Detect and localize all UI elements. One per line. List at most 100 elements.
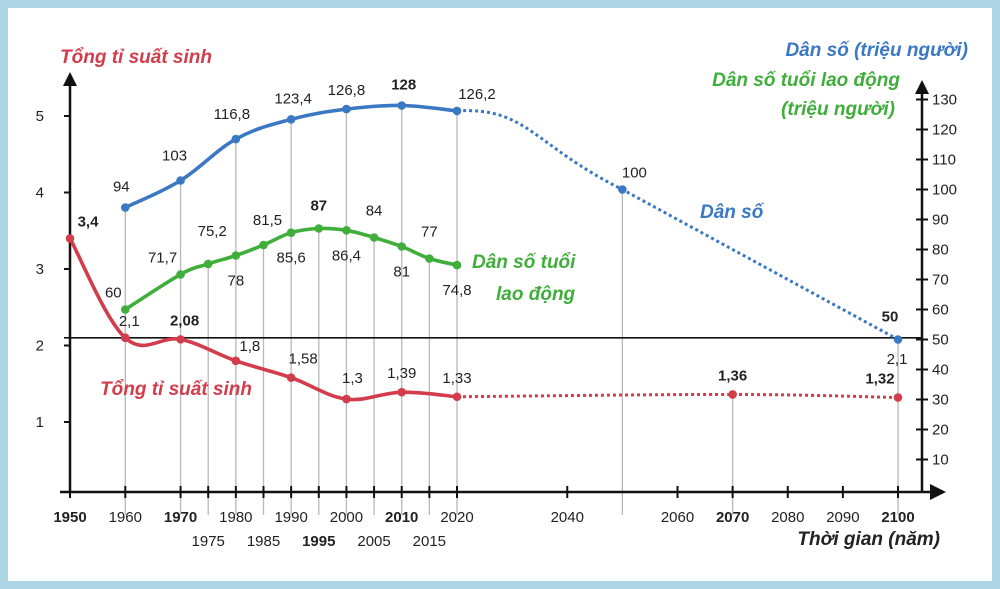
x-tick-label-1985: 1985 [247,533,280,550]
right-tick-label-20: 20 [932,422,949,439]
labor-point-2020 [452,260,462,270]
right-tick-label-80: 80 [932,242,949,259]
right-y-axis-arrow [915,80,929,94]
fertility-inline-label: Tổng tỉ suất sinh [100,379,252,400]
left-axis-title: Tổng tỉ suất sinh [60,47,212,68]
right-tick-label-120: 120 [932,122,957,139]
population-point-1990 [286,115,296,124]
x-tick-label-2000: 2000 [330,509,363,526]
right-tick-label-110: 110 [932,152,956,169]
labor-point-1990 [286,228,296,237]
left-y-axis-arrow [63,72,77,86]
x-tick-label-2100: 2100 [881,509,914,526]
labor-point-1980 [231,251,241,260]
labor-label-2010: 81 [393,264,410,281]
labor-label-2015: 77 [421,224,438,241]
right-tick-label-10: 10 [932,452,949,469]
fertility-point-1980 [231,356,241,366]
population-point-1960 [120,203,130,212]
right-tick-label-70: 70 [932,272,949,289]
fertility-label-1950: 3,4 [78,213,100,230]
population-inline-label: Dân số [700,202,765,223]
labor-point-2010 [397,242,407,251]
population-label-1980: 116,8 [214,106,250,123]
x-axis-arrow [930,484,946,500]
fertility-projection-line [456,392,899,400]
left-tick-label-4: 4 [36,185,44,202]
population-point-2050 [618,185,627,194]
right-axis-title-labor-line2: (triệu người) [781,99,895,120]
x-tick-label-1980: 1980 [219,509,252,526]
labor-label-1990: 85,6 [277,250,306,267]
population-label-1990: 123,4 [274,90,312,107]
population-label-1960: 94 [113,179,130,196]
right-tick-label-130: 130 [932,92,957,109]
fertility-point-2020 [452,392,462,402]
population-label-1970: 103 [162,148,187,165]
labor-point-1985 [259,240,268,250]
fertility-point-1990 [286,373,296,382]
fertility-label-1960: 2,1 [119,313,140,330]
labor-label-1960: 60 [105,285,122,302]
fertility-point-2100 [893,393,903,402]
population-projection-line [456,109,899,341]
right-axis-title-population: Dân số (triệu người) [785,40,968,61]
fertility-point-2000 [342,394,351,404]
fertility-point-1950 [65,234,75,243]
labor-point-1995 [314,224,324,233]
x-tick-label-2015: 2015 [413,533,446,550]
population-point-2020 [452,106,462,116]
left-tick-label-3: 3 [36,261,44,278]
labor-inline-label-line1: Dân số tuổi [472,252,576,273]
fertility-label-2010: 1,39 [387,365,416,382]
labor-point-2000 [342,226,351,235]
population-point-2000 [342,104,351,114]
labor-label-2005: 84 [366,203,383,220]
right-tick-label-90: 90 [932,212,949,229]
population-point-1980 [231,134,241,144]
left-tick-label-2: 2 [36,338,44,355]
right-tick-label-100: 100 [932,182,957,199]
population-label-2010: 128 [391,77,416,94]
labor-label-2020: 74,8 [442,282,471,299]
x-tick-label-1975: 1975 [192,533,225,550]
labor-label-2000: 86,4 [332,247,361,264]
fertility-label-1980: 1,8 [239,338,260,355]
x-tick-label-2060: 2060 [661,509,694,526]
fertility-label-2020: 1,33 [442,370,471,387]
labor-point-2005 [369,233,379,242]
labor-point-1960 [120,305,130,314]
fertility-point-1970 [176,335,185,344]
x-axis-title: Thời gian (năm) [797,529,940,550]
x-tick-label-2040: 2040 [551,509,584,526]
population-label-2000: 126,8 [328,82,366,99]
labor-label-1995: 87 [310,198,327,215]
fertility-point-1960 [120,333,130,343]
population-point-2100 [893,335,903,344]
population-point-1970 [176,176,185,185]
x-tick-label-1960: 1960 [109,509,142,526]
population-label-2100: 50 [882,309,899,326]
labor-label-1980: 78 [228,273,245,290]
x-tick-label-1995: 1995 [302,533,335,550]
right-tick-label-40: 40 [932,362,949,379]
labor-label-1970: 71,7 [148,249,177,266]
fertility-label-1990: 1,58 [289,351,318,368]
x-tick-label-2080: 2080 [771,509,804,526]
labor-label-1985: 81,5 [253,212,282,229]
fertility-point-2010 [397,387,407,397]
fertility-label-1970: 2,08 [170,312,199,329]
x-tick-label-2070: 2070 [716,509,749,526]
population-point-2010 [397,101,407,110]
x-tick-label-1950: 1950 [53,509,86,526]
population-label-2050: 100 [622,165,647,182]
x-tick-label-2020: 2020 [440,509,473,526]
reference-line-label: 2,1 [887,351,908,368]
x-tick-label-2010: 2010 [385,509,418,526]
fertility-label-2000: 1,3 [342,370,363,387]
labor-point-2015 [425,254,434,263]
population-label-2020: 126,2 [458,86,496,103]
x-tick-label-1990: 1990 [274,509,307,526]
x-tick-label-2090: 2090 [826,509,859,526]
